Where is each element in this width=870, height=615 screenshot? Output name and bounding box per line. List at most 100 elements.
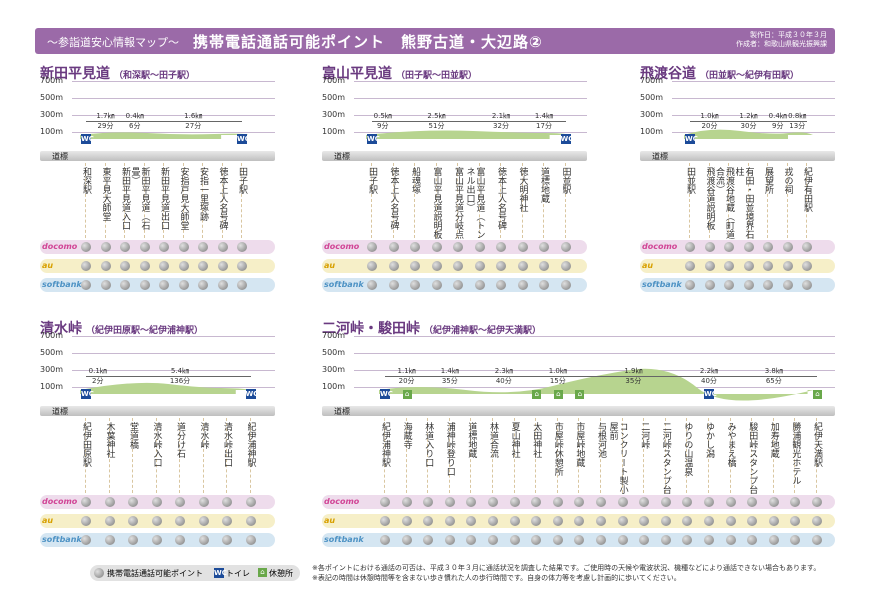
route-stations: （和深駅〜田子駅） [114,71,196,81]
place-name: 飛渡谷道説明板 [704,167,715,230]
segment-line [536,376,580,377]
carrier-row-sb [40,278,275,292]
signal-point [466,516,477,526]
segment-distance: 1.4㎞ [534,112,554,120]
toilet-icon: WC [81,389,94,399]
place-name: 田並駅 [560,167,571,194]
rest-area-icon: ⌂ [553,390,563,399]
signal-point [388,280,399,290]
note-2: ※表記の時間は休憩時間等を含まない歩き慣れた人の歩行時間です。自身の体力等を考慮… [312,574,681,582]
column-divider [767,163,768,238]
signal-point [474,280,485,290]
elevation-gridline [354,115,587,116]
signal-point [517,261,528,271]
signal-point [617,497,628,507]
signal-point [539,261,549,271]
signal-point [367,261,377,271]
elevation-profile [80,382,257,394]
column-divider [564,163,566,238]
signal-point [175,535,185,545]
signal-point [685,242,695,252]
road-band [640,151,835,161]
elevation-label: 700m [40,76,64,85]
column-divider [786,163,788,238]
place-name: 勝浦観光ホテル [790,422,801,485]
carrier-label: docomo [324,242,360,251]
column-divider [728,163,729,238]
signal-point [120,280,130,290]
carrier-label: au [642,261,654,270]
signal-point [453,280,463,290]
signal-point [509,497,520,507]
signal-point [237,242,247,252]
legend: 携帯電話通話可能ポイント WC トイレ ⌂ 休憩所 [90,565,300,581]
signal-point [474,242,485,252]
signal-point [782,261,793,271]
segment-line [579,376,688,377]
signal-point [81,242,91,252]
signal-point [496,280,506,290]
place-name: 田並駅 [685,167,695,194]
place-name: 紀伊天満駅 [812,422,822,467]
elevation-label: 700m [322,76,346,85]
route-title: 飛渡谷道 （田並駅〜紀伊有田駅） [640,63,799,83]
route-title: 二河峠・駿田峠 （紀伊浦神駅〜紀伊天満駅） [322,318,541,338]
signal-point [237,280,247,290]
segment-line [687,376,731,377]
column-divider [708,163,710,238]
signal-point [245,497,256,507]
signal-point [660,497,671,507]
column-divider [470,418,472,493]
place-name: 徳本上人名号碑 [388,167,399,230]
signal-point [560,242,571,252]
header-subtitle: 〜参詣道安心情報マップ〜 [47,36,179,49]
signal-point [474,261,485,271]
segment-time: 30分 [740,122,757,130]
route-title: 富山平見道 （田子駅〜田並駅） [322,63,477,83]
segment-time: 65分 [765,377,782,385]
column-divider [806,163,807,238]
signal-point [531,497,542,507]
signal-point [237,261,247,271]
column-divider [155,418,157,493]
signal-point [367,242,377,252]
signal-point [802,261,812,271]
route-panel: 新田平見道 （和深駅〜田子駅） 700m 500m 300m 100m 1.7㎞ 29分 0.4… [40,63,275,293]
route-name: 二河峠・駿田峠 [322,321,420,337]
segment-line [385,376,429,377]
place-name: 太田神社 [531,422,542,458]
column-divider [384,418,385,493]
route-name: 富山平見道 [322,66,392,82]
road-band [40,406,275,416]
road-marker-label: 道標 [52,407,68,416]
segment-time: 51分 [428,122,445,130]
segment-distance: 0.4㎞ [125,112,144,120]
signal-point [120,261,130,271]
signal-point [639,535,650,545]
signal-point [743,261,754,271]
elevation-label: 100m [322,382,346,391]
segment-distance: 0.4㎞ [768,112,787,120]
place-name: 道分け石 [175,422,185,458]
place-name: コンクリート製小屋前 [607,422,628,494]
place-name: 和深駅 [81,167,91,194]
place-name: 加寿地蔵 [768,422,779,458]
signal-point [151,516,162,526]
signal-point [790,516,801,526]
place-name: 富山平見道説明板 [431,167,442,239]
signal-point [724,261,734,271]
place-name: 海蔵寺 [401,422,412,449]
segment-distance: 5.4㎞ [170,367,190,375]
signal-point [596,535,606,545]
column-divider [414,163,415,238]
signal-point [81,261,91,271]
segment-line [471,376,537,377]
signal-point [222,516,232,526]
elevation-gridline [72,353,275,354]
place-name: 夏山神社 [509,422,520,458]
segment-distance: 1.0㎞ [548,367,567,375]
signal-point [682,535,693,545]
segment-distance: 1.2㎞ [739,112,758,120]
signal-point [380,497,390,507]
segment-distance: 1.1㎞ [397,367,416,375]
